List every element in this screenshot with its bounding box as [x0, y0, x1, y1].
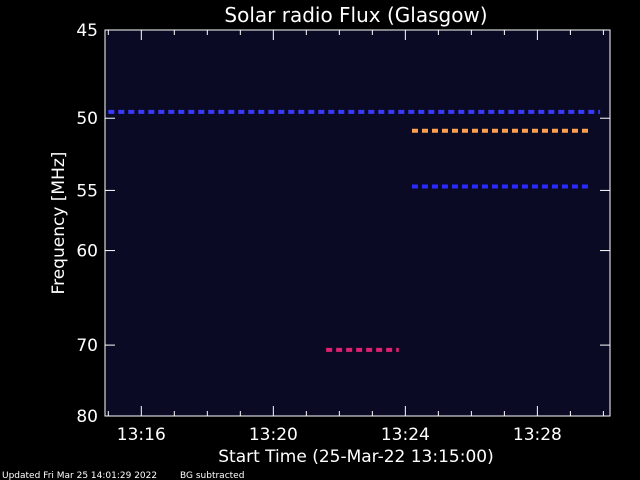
emission-features: [108, 109, 601, 352]
y-tick-label: 80: [76, 407, 98, 427]
x-tick-label: 13:16: [117, 425, 166, 445]
x-tick-label: 13:20: [249, 425, 298, 445]
y-tick-label: 60: [76, 242, 98, 262]
x-axis-ticks: 13:16 13:20 13:24 13:28: [107, 30, 604, 445]
plot-background: [105, 30, 610, 416]
chart-title: Solar radio Flux (Glasgow): [224, 3, 487, 27]
y-axis-label: Frequency [MHz]: [49, 152, 69, 295]
x-axis-label: Start Time (25-Mar-22 13:15:00): [218, 447, 493, 467]
footer-updated: Updated Fri Mar 25 14:01:29 2022: [2, 471, 157, 480]
footer-note: BG subtracted: [180, 471, 244, 480]
y-tick-label: 55: [76, 181, 98, 201]
x-tick-label: 13:28: [513, 425, 562, 445]
y-tick-label: 70: [76, 336, 98, 356]
plot-frame: [104, 29, 611, 417]
y-tick-label: 50: [76, 109, 98, 129]
y-tick-label: 45: [76, 21, 98, 41]
x-tick-label: 13:24: [381, 425, 430, 445]
